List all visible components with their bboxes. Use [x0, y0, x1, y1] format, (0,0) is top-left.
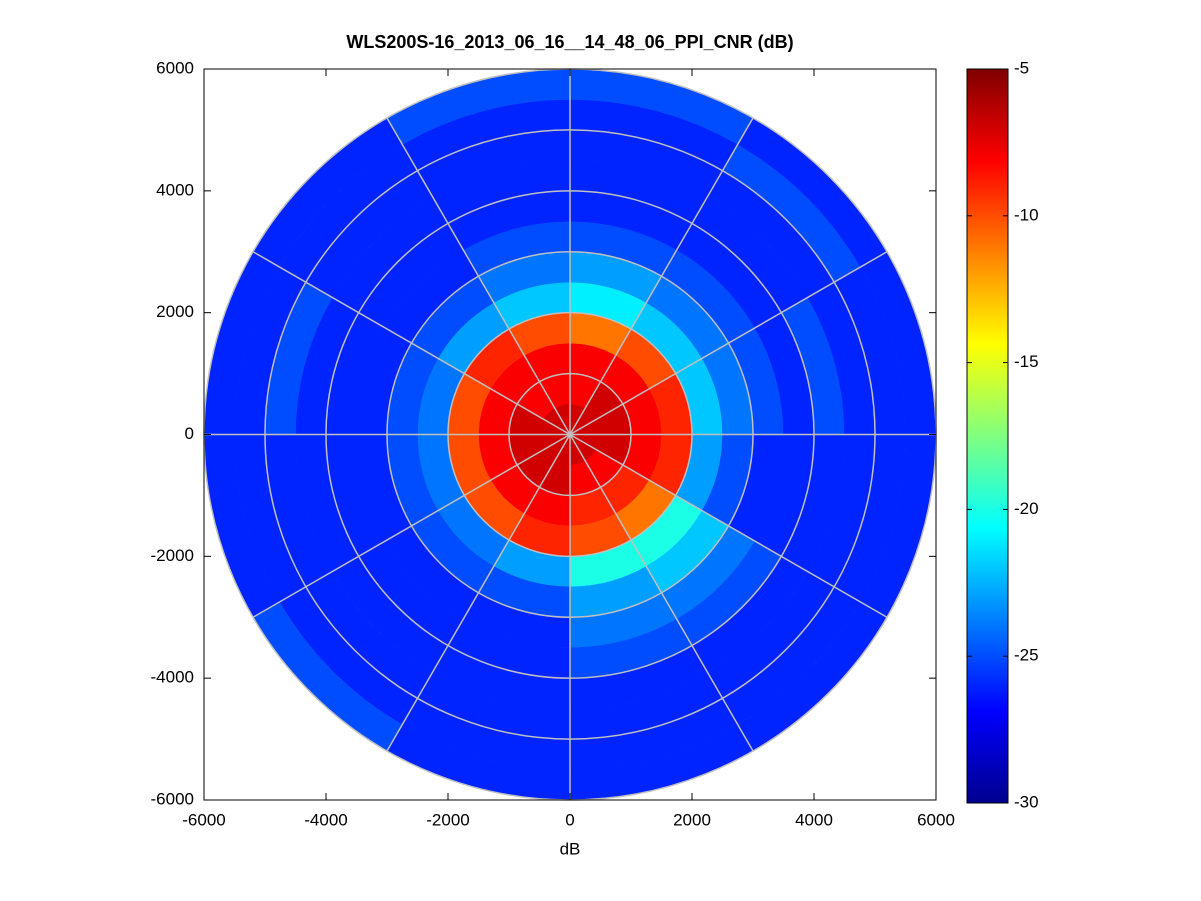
x-tick-label: 0 [565, 810, 574, 829]
azimuth-spoke [252, 251, 571, 436]
colorbar-tick-label: -10 [1014, 205, 1039, 224]
x-tick-label: -4000 [304, 810, 347, 829]
x-tick-label: -2000 [426, 810, 469, 829]
colorbar-tick-label: -30 [1014, 792, 1039, 811]
azimuth-spoke [569, 434, 754, 752]
y-tick-label: -6000 [151, 789, 194, 808]
colorbar [966, 68, 1009, 804]
x-tick-label: 6000 [917, 810, 955, 829]
azimuth-spoke [569, 117, 754, 435]
colorbar-tick-label: -20 [1014, 499, 1039, 518]
azimuth-spoke [569, 251, 888, 436]
azimuth-spoke [569, 433, 888, 618]
x-axis-label: dB [560, 839, 581, 858]
x-tick-label: -6000 [182, 810, 225, 829]
colorbar-tick-label: -15 [1014, 352, 1039, 371]
y-tick-label: -2000 [151, 546, 194, 565]
y-tick-label: 0 [185, 424, 194, 443]
y-tick-label: -4000 [151, 668, 194, 687]
azimuth-spoke [252, 433, 571, 618]
colorbar-tick-label: -5 [1014, 58, 1029, 77]
y-tick-label: 6000 [156, 58, 194, 77]
y-tick-label: 4000 [156, 180, 194, 199]
x-tick-label: 4000 [795, 810, 833, 829]
x-tick-label: 2000 [673, 810, 711, 829]
azimuth-spoke [386, 434, 571, 752]
azimuth-spoke [386, 117, 571, 435]
y-tick-label: 2000 [156, 302, 194, 321]
chart-title: WLS200S-16_2013_06_16__14_48_06_PPI_CNR … [346, 32, 793, 52]
colorbar-tick-label: -25 [1014, 646, 1039, 665]
heatmap [203, 68, 937, 801]
